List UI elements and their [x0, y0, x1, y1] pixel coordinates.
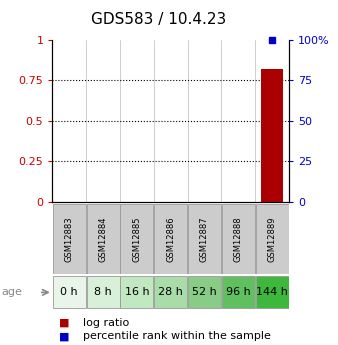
Text: 52 h: 52 h: [192, 287, 217, 297]
Text: 16 h: 16 h: [125, 287, 149, 297]
Text: percentile rank within the sample: percentile rank within the sample: [83, 332, 271, 341]
Bar: [120, 204, 153, 274]
Bar: [120, 276, 153, 308]
Text: 0 h: 0 h: [61, 287, 78, 297]
Bar: [256, 276, 289, 308]
Text: 8 h: 8 h: [94, 287, 112, 297]
Text: ■: ■: [59, 318, 70, 327]
Text: log ratio: log ratio: [83, 318, 129, 327]
Bar: [53, 204, 86, 274]
Text: GSM12883: GSM12883: [65, 216, 74, 262]
Bar: [256, 204, 289, 274]
Text: age: age: [2, 287, 23, 297]
Bar: [188, 276, 221, 308]
Bar: [222, 276, 255, 308]
Text: GSM12886: GSM12886: [166, 216, 175, 262]
Text: GSM12888: GSM12888: [234, 216, 243, 262]
Bar: [87, 204, 120, 274]
Text: GSM12889: GSM12889: [268, 216, 276, 262]
Text: 96 h: 96 h: [226, 287, 251, 297]
Bar: [87, 276, 120, 308]
Text: GSM12887: GSM12887: [200, 216, 209, 262]
Text: 28 h: 28 h: [158, 287, 183, 297]
Bar: [53, 276, 86, 308]
Text: GSM12884: GSM12884: [99, 216, 107, 262]
Bar: [188, 204, 221, 274]
Text: 144 h: 144 h: [256, 287, 288, 297]
Bar: [154, 276, 187, 308]
Bar: [154, 204, 187, 274]
Bar: [261, 69, 283, 202]
Bar: [222, 204, 255, 274]
Text: GSM12885: GSM12885: [132, 216, 141, 262]
Text: GDS583 / 10.4.23: GDS583 / 10.4.23: [91, 12, 226, 27]
Text: ■: ■: [59, 332, 70, 341]
